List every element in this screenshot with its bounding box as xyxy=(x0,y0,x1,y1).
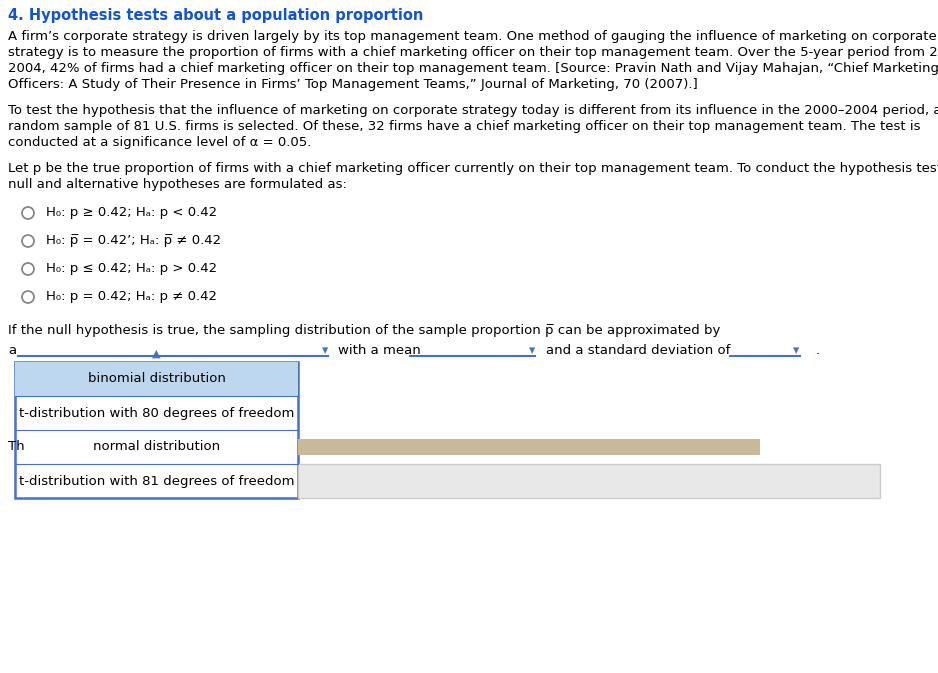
Text: ▾: ▾ xyxy=(793,344,799,357)
Text: H₀: p ≥ 0.42; Hₐ: p < 0.42: H₀: p ≥ 0.42; Hₐ: p < 0.42 xyxy=(46,206,217,219)
Text: normal distribution: normal distribution xyxy=(93,441,220,454)
FancyBboxPatch shape xyxy=(298,464,880,498)
Text: random sample of 81 U.S. firms is selected. Of these, 32 firms have a chief mark: random sample of 81 U.S. firms is select… xyxy=(8,120,920,133)
Text: Officers: A Study of Their Presence in Firms’ Top Management Teams,” Journal of : Officers: A Study of Their Presence in F… xyxy=(8,78,698,91)
Text: H₀: p ≤ 0.42; Hₐ: p > 0.42: H₀: p ≤ 0.42; Hₐ: p > 0.42 xyxy=(46,262,217,275)
Text: t-distribution with 81 degrees of freedom: t-distribution with 81 degrees of freedo… xyxy=(19,474,295,487)
Text: If the null hypothesis is true, the sampling distribution of the sample proporti: If the null hypothesis is true, the samp… xyxy=(8,324,720,337)
Text: 4. Hypothesis tests about a population proportion: 4. Hypothesis tests about a population p… xyxy=(8,8,423,23)
FancyBboxPatch shape xyxy=(15,362,298,396)
Text: conducted at a significance level of α = 0.05.: conducted at a significance level of α =… xyxy=(8,136,311,149)
Text: H₀: p = 0.42; Hₐ: p ≠ 0.42: H₀: p = 0.42; Hₐ: p ≠ 0.42 xyxy=(46,290,217,303)
Text: To test the hypothesis that the influence of marketing on corporate strategy tod: To test the hypothesis that the influenc… xyxy=(8,104,938,117)
Text: Let p be the true proportion of firms with a chief marketing officer currently o: Let p be the true proportion of firms wi… xyxy=(8,162,938,175)
Text: t-distribution with 80 degrees of freedom: t-distribution with 80 degrees of freedo… xyxy=(19,406,295,419)
Text: .: . xyxy=(816,344,820,357)
Text: and a standard deviation of: and a standard deviation of xyxy=(546,344,731,357)
Text: ▾: ▾ xyxy=(529,344,536,357)
Text: ▾: ▾ xyxy=(322,344,328,357)
Text: strategy is to measure the proportion of firms with a chief marketing officer on: strategy is to measure the proportion of… xyxy=(8,46,938,59)
FancyBboxPatch shape xyxy=(15,362,298,498)
Text: a: a xyxy=(8,344,16,357)
Text: with a mean: with a mean xyxy=(338,344,421,357)
Text: null and alternative hypotheses are formulated as:: null and alternative hypotheses are form… xyxy=(8,178,347,191)
Text: A firm’s corporate strategy is driven largely by its top management team. One me: A firm’s corporate strategy is driven la… xyxy=(8,30,937,43)
Text: binomial distribution: binomial distribution xyxy=(87,372,225,386)
Text: ▲: ▲ xyxy=(152,349,160,359)
Text: 2004, 42% of firms had a chief marketing officer on their top management team. [: 2004, 42% of firms had a chief marketing… xyxy=(8,62,938,75)
FancyBboxPatch shape xyxy=(298,439,760,455)
Text: H₀: p̅ = 0.42’; Hₐ: p̅ ≠ 0.42: H₀: p̅ = 0.42’; Hₐ: p̅ ≠ 0.42 xyxy=(46,234,221,247)
Text: Th: Th xyxy=(8,441,24,454)
